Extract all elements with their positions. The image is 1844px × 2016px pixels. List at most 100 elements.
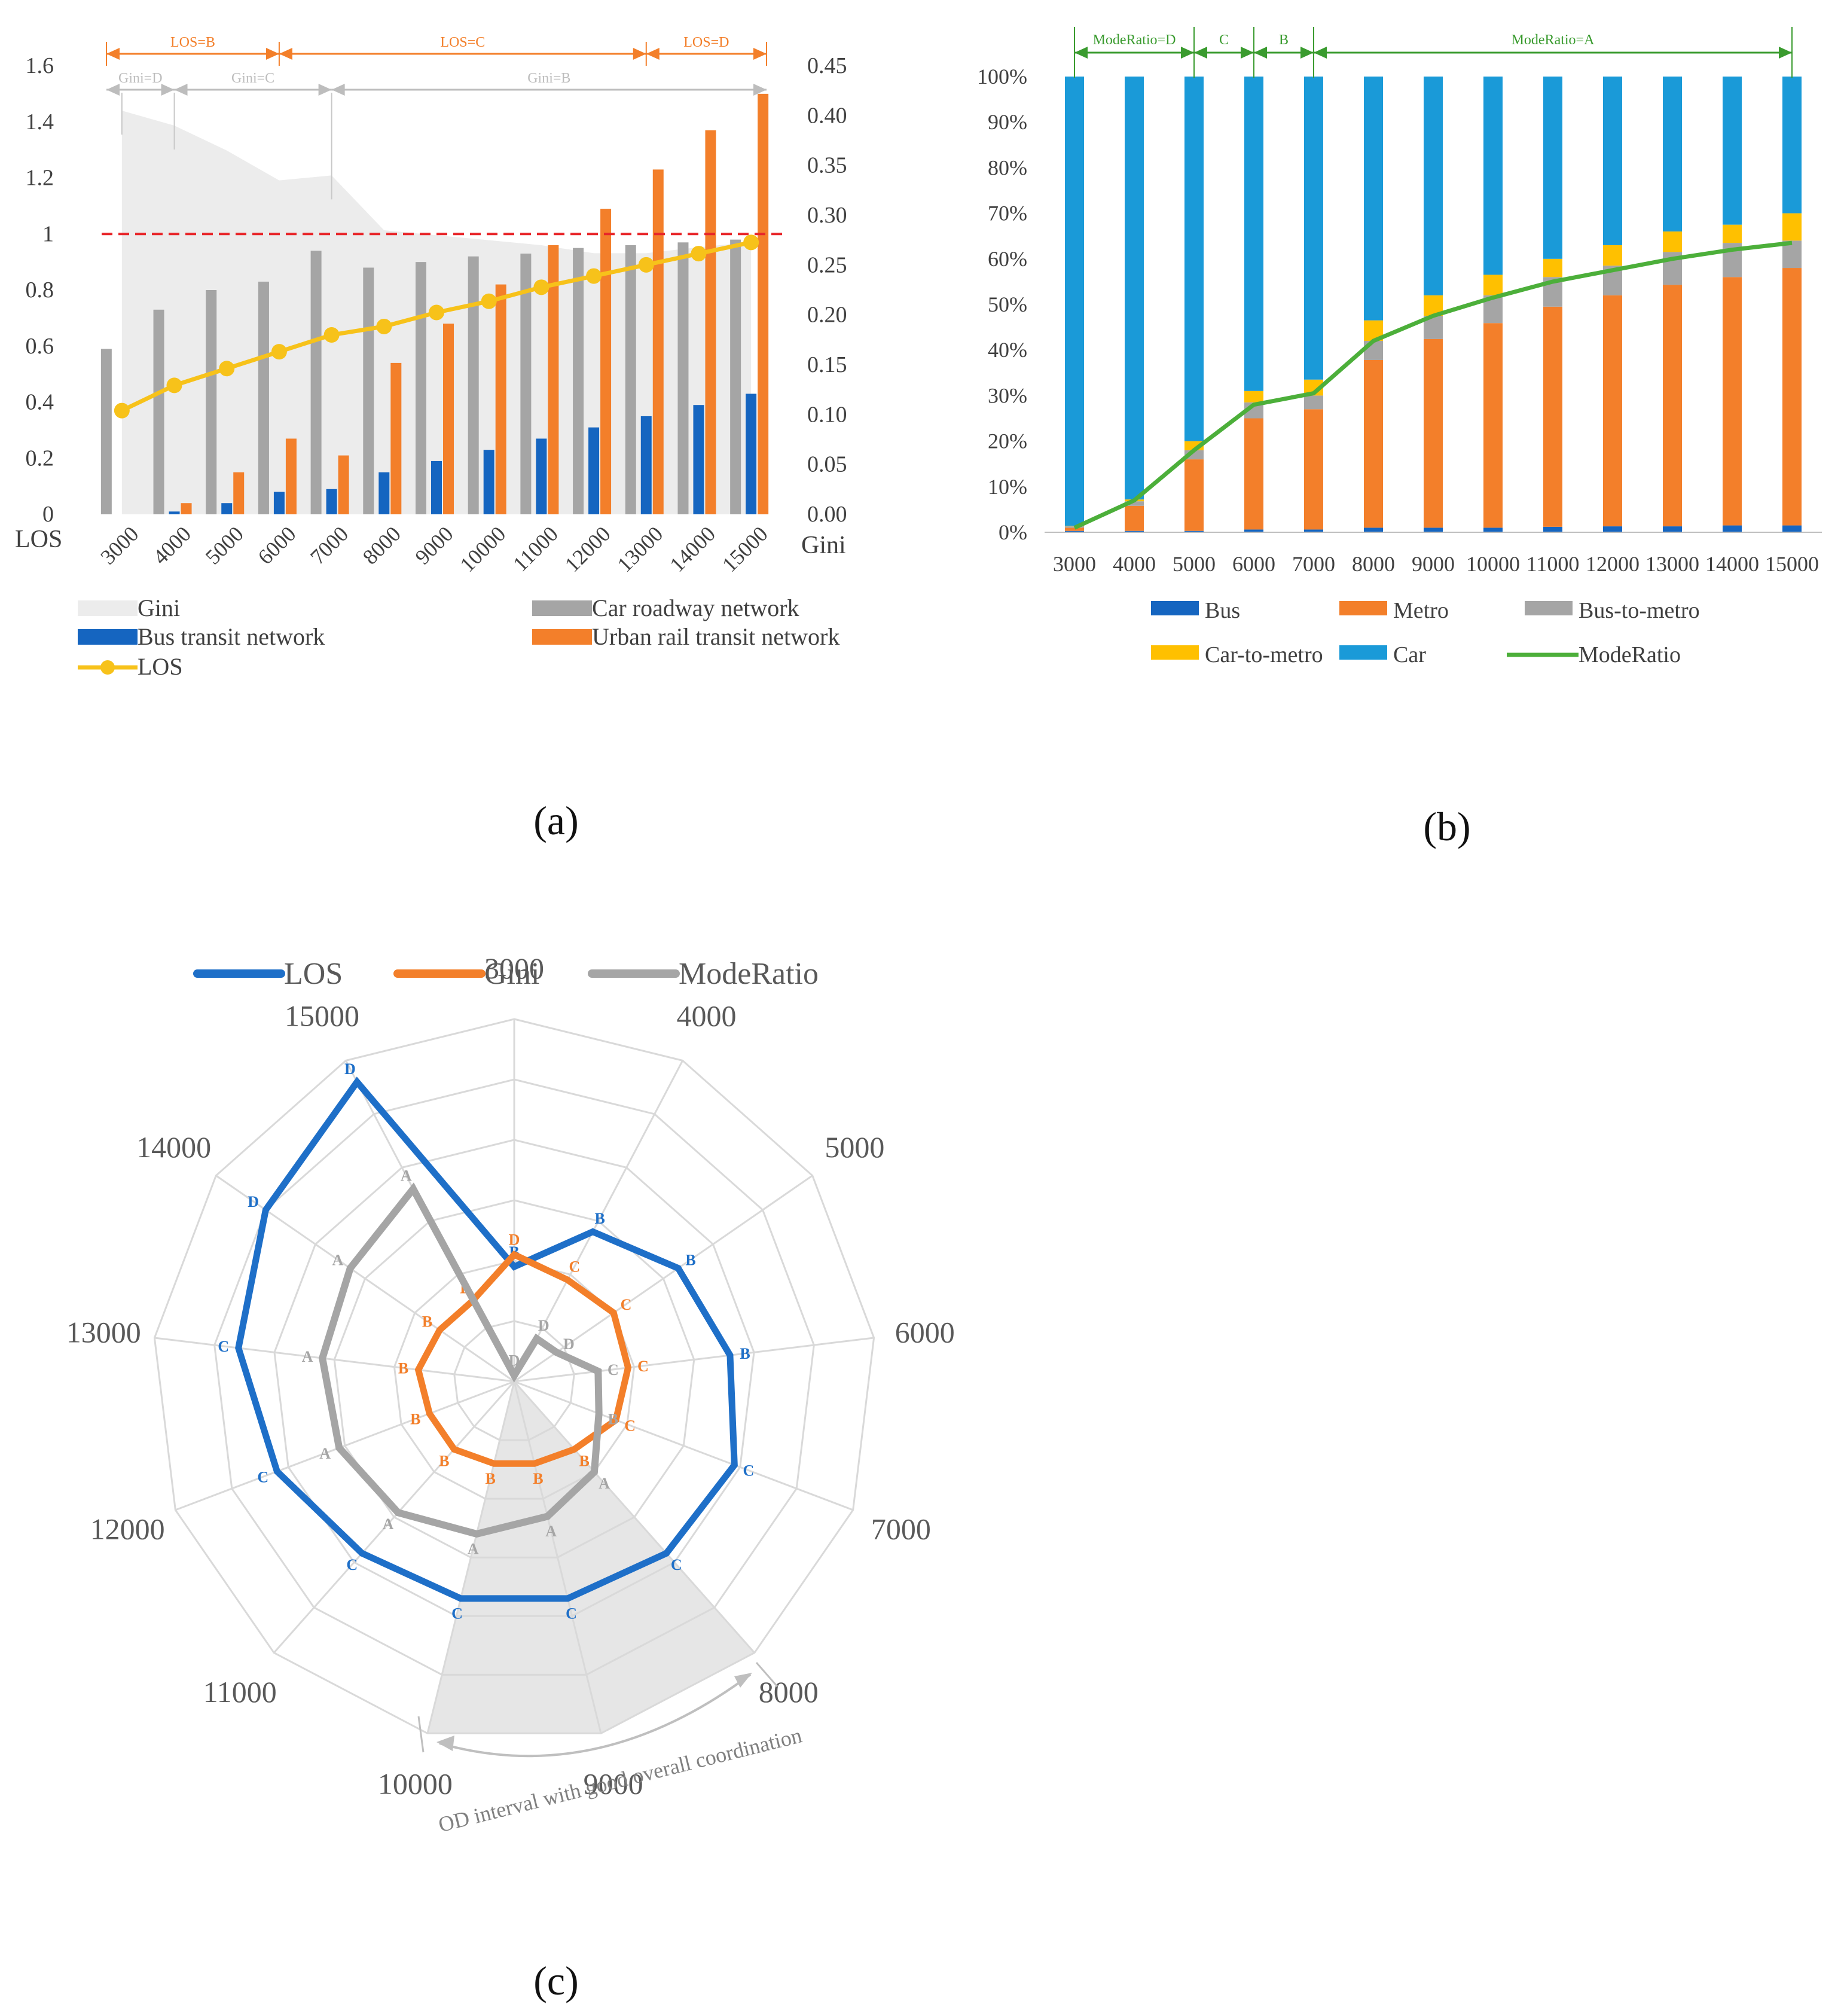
grade-label: C xyxy=(346,1556,358,1573)
y-tick-label: 100% xyxy=(977,65,1027,89)
radar-axis-label: 4000 xyxy=(677,999,737,1032)
grade-label: C xyxy=(566,1605,577,1622)
los-point xyxy=(376,318,392,334)
chart-c: 3000 4000 5000 6000 7000 8000 9000 10000 11000 12… xyxy=(66,951,955,1837)
grade-label: A xyxy=(468,1540,479,1557)
stack-metro xyxy=(1304,409,1323,530)
x-tick-label: 12000 xyxy=(1586,552,1640,576)
stack-bus xyxy=(1364,527,1383,532)
x-tick-label: 15000 xyxy=(718,521,773,577)
radar-spoke xyxy=(513,1381,602,1734)
x-tick-label: 6000 xyxy=(1232,552,1275,576)
grade-label: B xyxy=(685,1251,695,1268)
grade-label: C xyxy=(671,1556,682,1573)
legend-label: Bus xyxy=(1205,598,1240,623)
los-point xyxy=(481,293,497,309)
los-point xyxy=(114,402,130,419)
stack-metro xyxy=(1663,285,1682,527)
moderatio-interval-arrow-right xyxy=(1779,47,1792,59)
bar-car-roadway-network xyxy=(468,256,479,514)
grade-label: C xyxy=(743,1462,755,1480)
legend-swatch xyxy=(78,629,138,645)
los-point xyxy=(323,327,340,343)
stack-bus xyxy=(1424,527,1443,532)
gini-interval-arrow-right xyxy=(753,84,767,96)
grade-label: B xyxy=(533,1470,543,1487)
los-interval-arrow-left xyxy=(106,48,120,60)
moderatio-interval-label: ModeRatio=D xyxy=(1093,32,1176,48)
grade-label: C xyxy=(451,1605,463,1622)
moderatio-line xyxy=(1073,240,1793,530)
y-tick-label: 60% xyxy=(988,247,1027,271)
radar-axis-label: 14000 xyxy=(136,1130,211,1164)
legend-label: Car xyxy=(1393,642,1426,667)
radar-axis-label: 5000 xyxy=(825,1130,884,1164)
los-interval-arrow-left xyxy=(646,48,660,60)
right-tick-label: 0.05 xyxy=(807,452,847,477)
legend-swatch xyxy=(532,600,592,616)
right-tick-label: 0.40 xyxy=(807,103,847,128)
legend-label: LOS xyxy=(138,653,183,680)
gini-interval-label: Gini=B xyxy=(527,71,570,86)
stack-car xyxy=(1663,77,1682,232)
right-tick-label: 0.20 xyxy=(807,303,847,328)
left-tick-label: 1.4 xyxy=(26,109,54,135)
left-tick-label: 1 xyxy=(42,221,54,246)
y-tick-label: 0% xyxy=(999,520,1027,544)
bar-bus-transit-network xyxy=(483,450,494,514)
los-point xyxy=(271,344,287,360)
coordination-tick-right xyxy=(755,1662,778,1687)
radar-spoke xyxy=(273,1381,515,1654)
legend-swatch xyxy=(1339,645,1387,660)
stack-car xyxy=(1364,77,1383,321)
moderatio-interval-arrow-right xyxy=(1181,47,1194,59)
radar-ring xyxy=(273,1139,755,1617)
y-tick-label: 50% xyxy=(988,292,1027,316)
radar-spoke xyxy=(175,1380,515,1511)
radar-series-gini xyxy=(414,1251,632,1467)
stack-car-to-metro xyxy=(1723,224,1742,243)
grade-label: A xyxy=(383,1515,394,1533)
legend-label: Bus transit network xyxy=(138,623,325,650)
grade-label: C xyxy=(607,1361,619,1378)
legend-swatch xyxy=(78,600,138,616)
grade-label: D xyxy=(509,1352,520,1370)
bar-urban-rail-transit-network xyxy=(495,284,506,514)
bar-urban-rail-transit-network xyxy=(600,209,612,514)
grade-label: B xyxy=(579,1452,590,1469)
legend-swatch xyxy=(1151,645,1199,660)
stack-car xyxy=(1782,77,1802,214)
x-tick-label: 10000 xyxy=(1466,552,1520,576)
legend-label: Gini xyxy=(138,594,180,621)
bar-urban-rail-transit-network xyxy=(652,169,664,514)
legend-label: Metro xyxy=(1393,598,1449,623)
bar-car-roadway-network xyxy=(520,254,532,514)
right-axis-title: Gini xyxy=(801,532,846,559)
bar-urban-rail-transit-network xyxy=(758,93,769,514)
legend-label: LOS xyxy=(284,957,343,991)
x-tick-label: 11000 xyxy=(508,521,563,576)
legend-label: Gini xyxy=(484,957,539,991)
legend-swatch xyxy=(532,629,592,645)
stack-metro xyxy=(1184,459,1204,531)
grade-label: C xyxy=(257,1468,268,1486)
stack-car-to-metro xyxy=(1483,275,1503,295)
bar-car-roadway-network xyxy=(310,251,322,514)
stack-metro xyxy=(1125,505,1144,531)
radar-spoke xyxy=(513,1060,683,1382)
bar-car-roadway-network xyxy=(363,267,374,514)
y-tick-label: 10% xyxy=(988,475,1027,499)
stack-bus xyxy=(1065,530,1084,532)
radar-axis-label: 7000 xyxy=(871,1512,931,1545)
bar-bus-transit-network xyxy=(588,427,600,514)
bar-urban-rail-transit-network xyxy=(548,245,559,514)
radar-axis-label: 15000 xyxy=(285,999,359,1032)
bar-bus-transit-network xyxy=(536,438,547,514)
x-tick-label: 8000 xyxy=(1352,552,1395,576)
grade-label: D xyxy=(538,1317,549,1334)
radar-ring xyxy=(213,1078,815,1676)
radar-spoke xyxy=(154,1337,515,1383)
stack-metro xyxy=(1065,527,1084,531)
bar-urban-rail-transit-network xyxy=(233,472,245,514)
stack-car xyxy=(1125,77,1144,500)
